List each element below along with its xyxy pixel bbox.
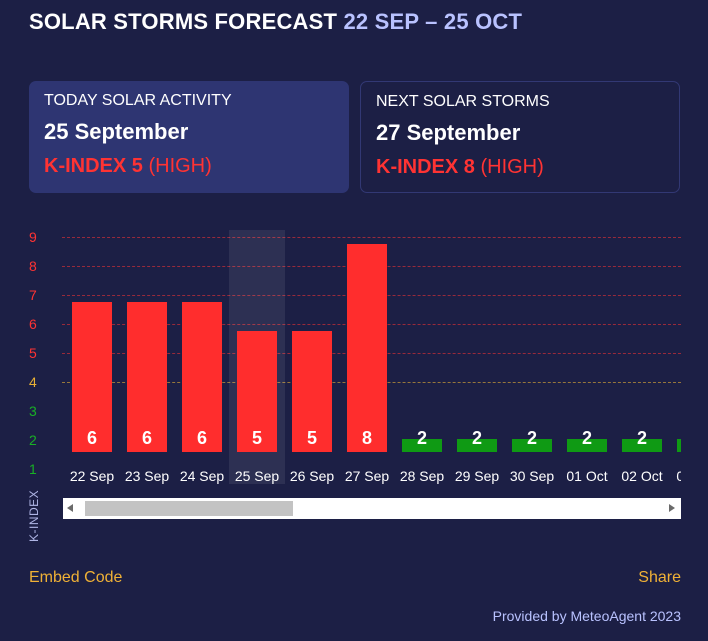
share-link[interactable]: Share <box>638 569 681 586</box>
x-tick-label: 27 Sep <box>344 468 390 484</box>
bar-value-label: 2 <box>471 427 482 448</box>
x-tick-label: 22 Sep <box>69 468 115 484</box>
bar-22-sep[interactable]: 6 <box>72 302 112 452</box>
next-kindex: K-INDEX 8 (HIGH) <box>376 156 664 179</box>
bar-value-label: 2 <box>526 427 537 448</box>
date-range: 22 SEP – 25 OCT <box>343 9 523 34</box>
y-tick-label: 9 <box>29 229 37 245</box>
scroll-right-icon[interactable] <box>669 504 675 512</box>
y-axis-title: K-INDEX <box>27 489 41 542</box>
next-date: 27 September <box>376 120 521 145</box>
title-text: SOLAR STORMS FORECAST <box>29 9 338 34</box>
x-tick-label: 30 Sep <box>509 468 555 484</box>
next-label: NEXT SOLAR STORMS <box>376 93 550 110</box>
embed-code-link[interactable]: Embed Code <box>29 569 123 586</box>
x-tick-label: 01 Oct <box>566 468 608 484</box>
bar-03-oct[interactable]: 2 <box>677 438 681 452</box>
x-tick-label: 02 Oct <box>621 468 663 484</box>
y-tick-label: 1 <box>29 461 37 477</box>
bar-26-sep[interactable]: 5 <box>292 331 332 452</box>
bar-29-sep[interactable]: 2 <box>457 428 497 452</box>
next-storms-card: NEXT SOLAR STORMS 27 September K-INDEX 8… <box>360 81 680 193</box>
y-tick-label: 4 <box>29 374 37 390</box>
bar-value-label: 5 <box>306 428 317 448</box>
chart-scrollbar[interactable] <box>63 498 681 519</box>
bar-30-sep[interactable]: 2 <box>512 428 552 452</box>
today-kindex: K-INDEX 5 (HIGH) <box>44 155 334 178</box>
next-kindex-value: K-INDEX 8 <box>376 156 475 178</box>
y-tick-label: 6 <box>29 316 37 332</box>
y-tick-label: 8 <box>29 258 37 274</box>
today-date: 25 September <box>44 119 189 144</box>
next-kindex-level: (HIGH) <box>480 156 544 178</box>
bar-value-label: 2 <box>581 427 592 448</box>
bar-value-label: 6 <box>196 428 207 448</box>
y-tick-label: 5 <box>29 345 37 361</box>
scrollbar-thumb[interactable] <box>85 501 293 516</box>
page-title: SOLAR STORMS FORECAST 22 SEP – 25 OCT <box>29 9 522 35</box>
bar-02-oct[interactable]: 2 <box>622 428 662 452</box>
bar-28-sep[interactable]: 2 <box>402 428 442 452</box>
bar-24-sep[interactable]: 6 <box>182 302 222 452</box>
today-kindex-value: K-INDEX 5 <box>44 155 143 177</box>
bar-value-label: 8 <box>361 428 372 448</box>
kindex-chart[interactable]: 6 22 Sep 6 23 Sep 6 24 Sep 5 25 Sep 5 26 Sep 8 27 S… <box>62 226 681 484</box>
bar-23-sep[interactable]: 6 <box>127 302 167 452</box>
bar-value-label: 2 <box>677 428 681 449</box>
x-tick-label: 26 Sep <box>289 468 335 484</box>
y-tick-label: 7 <box>29 287 37 303</box>
bar-value-label: 5 <box>251 428 262 448</box>
x-tick-label: 25 Sep <box>234 468 280 484</box>
today-label: TODAY SOLAR ACTIVITY <box>44 92 232 109</box>
bar-27-sep[interactable]: 8 <box>347 244 387 452</box>
x-tick-label: 03 Oct <box>676 468 681 484</box>
bar-value-label: 6 <box>86 428 97 448</box>
today-activity-card: TODAY SOLAR ACTIVITY 25 September K-INDE… <box>29 81 349 193</box>
x-tick-label: 29 Sep <box>454 468 500 484</box>
bar-value-label: 2 <box>636 427 647 448</box>
bar-value-label: 6 <box>141 428 152 448</box>
x-tick-label: 24 Sep <box>179 468 225 484</box>
y-tick-label: 3 <box>29 403 37 419</box>
bar-value-label: 2 <box>416 427 427 448</box>
x-tick-label: 23 Sep <box>124 468 170 484</box>
bar-25-sep[interactable]: 5 <box>237 331 277 452</box>
gridline <box>62 237 681 238</box>
x-tick-label: 28 Sep <box>399 468 445 484</box>
y-tick-label: 2 <box>29 432 37 448</box>
scroll-left-icon[interactable] <box>67 504 73 512</box>
provided-by-credit: Provided by MeteoAgent 2023 <box>492 608 681 624</box>
bar-01-oct[interactable]: 2 <box>567 428 607 452</box>
today-kindex-level: (HIGH) <box>148 155 212 177</box>
